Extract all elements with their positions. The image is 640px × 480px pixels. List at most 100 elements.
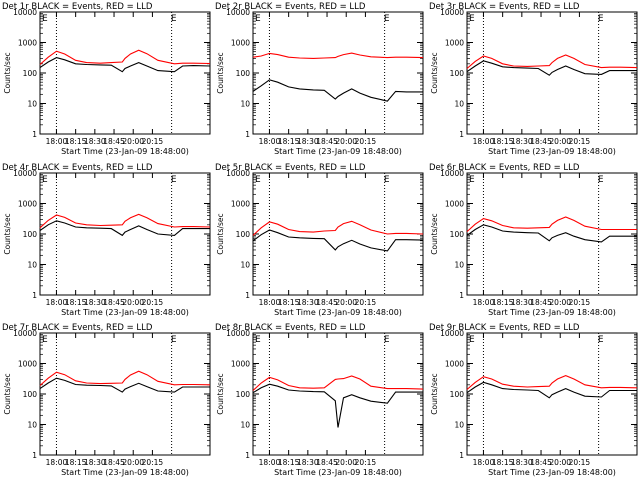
x-tick-label: 20:15 [569,458,591,467]
series-events-line [466,381,637,399]
x-tick-label: 18:00 [259,298,281,307]
x-tick-label: 18:15 [278,137,300,146]
x-axis-label: Start Time (23-Jan-09 18:48:00) [274,308,402,317]
series-events-line [466,224,637,243]
y-tick-label: 100 [450,69,465,78]
panel-title: Det 3r BLACK = Events, RED = LLD [429,2,580,12]
corner-mark: E [171,14,177,24]
y-tick-label: 1000 [18,200,37,209]
y-tick-label: 10 [454,421,464,430]
y-tick-label: 1 [459,291,464,300]
corner-mark: E [598,14,604,24]
corner-mark: E [384,14,390,24]
y-tick-label: 100 [236,390,251,399]
y-tick-label: 1000 [445,360,464,369]
y-tick-label: 1 [459,130,464,139]
y-tick-label: 10000 [13,8,37,17]
x-tick-label: 20:00 [335,137,357,146]
y-tick-label: 1 [32,130,37,139]
x-tick-label: 18:45 [530,458,552,467]
y-tick-label: 1000 [445,39,464,48]
x-tick-label: 18:00 [473,137,495,146]
y-tick-label: 1 [32,451,37,460]
x-tick-label: 20:15 [355,298,377,307]
corner-mark: E [171,175,177,185]
x-tick-label: 18:00 [473,298,495,307]
y-tick-label: 10 [240,100,250,109]
x-tick-label: 18:45 [316,298,338,307]
series-lld-line [466,54,638,69]
x-tick-label: 20:00 [549,298,571,307]
x-tick-label: 18:15 [278,298,300,307]
panel-title: Det 5r BLACK = Events, RED = LLD [215,163,366,173]
y-tick-label: 1 [459,451,464,460]
x-tick-label: 20:15 [142,458,164,467]
y-tick-label: 10000 [13,169,37,178]
y-axis-label: Counts/sec [3,373,12,414]
x-tick-label: 18:15 [65,298,87,307]
panel-title: Det 4r BLACK = Events, RED = LLD [2,163,153,173]
series-lld-line [252,220,424,236]
y-tick-label: 10000 [440,8,464,17]
y-tick-label: 1 [245,291,250,300]
x-tick-label: 18:15 [492,298,514,307]
x-tick-label: 18:00 [46,298,68,307]
y-tick-label: 1000 [231,200,250,209]
x-tick-label: 18:45 [316,458,338,467]
corner-mark: E [469,175,475,185]
y-tick-label: 10000 [226,329,250,338]
y-tick-label: 100 [23,230,38,239]
series-events-line [466,60,637,76]
y-tick-label: 100 [23,69,38,78]
plot-frame [39,11,211,135]
panel-det-5r: Det 5r BLACK = Events, RED = LLD 1 10 100 10… [215,163,424,317]
x-tick-label: 20:15 [355,458,377,467]
x-axis-label: Start Time (23-Jan-09 18:48:00) [488,468,616,477]
y-tick-label: 10000 [440,169,464,178]
x-tick-label: 18:30 [84,298,106,307]
y-tick-label: 1 [32,291,37,300]
x-tick-label: 20:00 [549,137,571,146]
x-tick-label: 20:15 [142,137,164,146]
x-tick-label: 20:00 [549,458,571,467]
y-tick-label: 10 [240,421,250,430]
plot-frame [466,332,638,456]
y-tick-label: 1 [245,130,250,139]
y-tick-label: 10 [27,261,37,270]
y-tick-label: 10 [454,100,464,109]
corner-mark: E [255,14,261,24]
y-tick-label: 10 [27,421,37,430]
panel-det-9r: Det 9r BLACK = Events, RED = LLD 1 10 100 10… [429,323,638,477]
x-tick-label: 18:30 [511,458,533,467]
x-tick-label: 18:15 [65,137,87,146]
x-tick-label: 18:45 [103,458,125,467]
y-tick-label: 1000 [18,39,37,48]
panel-title: Det 7r BLACK = Events, RED = LLD [2,323,153,333]
x-axis-label: Start Time (23-Jan-09 18:48:00) [61,147,189,156]
x-axis-label: Start Time (23-Jan-09 18:48:00) [274,468,402,477]
series-lld-line [39,370,211,386]
x-tick-label: 18:45 [103,137,125,146]
x-tick-label: 20:00 [122,137,144,146]
y-tick-label: 100 [23,390,38,399]
y-axis-label: Counts/sec [430,52,439,93]
x-tick-label: 20:15 [355,137,377,146]
y-axis-label: Counts/sec [216,213,225,254]
plot-frame [39,332,211,456]
x-tick-label: 18:30 [511,137,533,146]
x-tick-label: 18:30 [84,458,106,467]
y-tick-label: 1000 [445,200,464,209]
corner-mark: E [255,175,261,185]
corner-mark: E [42,335,48,345]
x-tick-label: 18:45 [316,137,338,146]
plot-frame [252,11,424,135]
panel-title: Det 6r BLACK = Events, RED = LLD [429,163,580,173]
x-tick-label: 18:15 [278,458,300,467]
series-events-line [39,220,210,237]
series-events-line [252,383,423,428]
x-tick-label: 20:15 [569,298,591,307]
y-axis-label: Counts/sec [430,213,439,254]
x-axis-label: Start Time (23-Jan-09 18:48:00) [488,147,616,156]
series-events-line [252,79,423,102]
panel-title: Det 1r BLACK = Events, RED = LLD [2,2,153,12]
